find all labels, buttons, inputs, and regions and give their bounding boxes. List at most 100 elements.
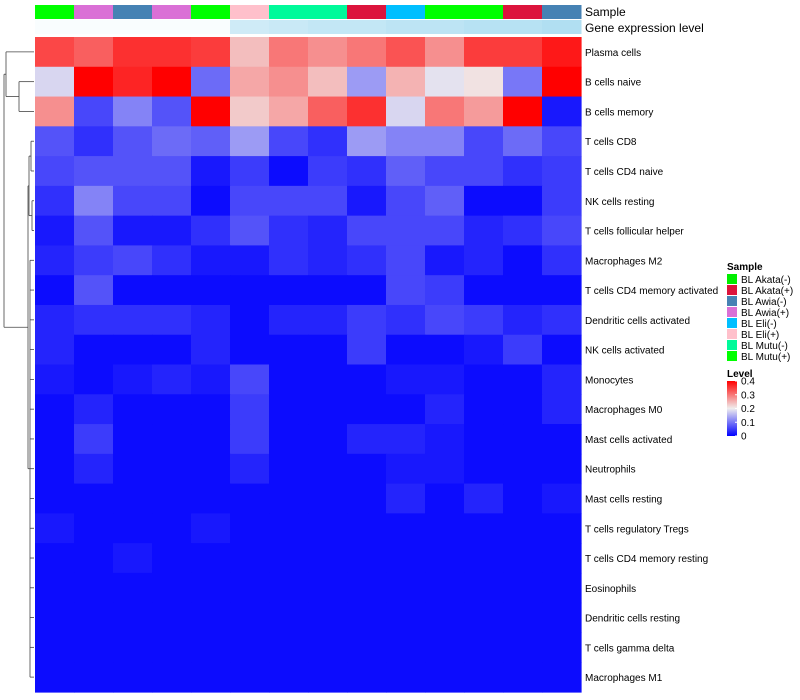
heatmap-cell xyxy=(35,543,75,574)
heatmap-cell xyxy=(230,424,270,455)
heatmap-cell xyxy=(542,632,582,663)
heatmap-cell xyxy=(425,572,465,604)
heatmap-cell xyxy=(152,185,192,217)
heatmap-cell xyxy=(542,543,582,574)
row-label: Dendritic cells activated xyxy=(585,316,690,327)
heatmap-cell xyxy=(386,513,426,544)
heatmap-cell xyxy=(152,245,192,276)
heatmap-cell xyxy=(269,37,309,68)
heatmap-cell xyxy=(191,602,231,634)
heatmap-cell xyxy=(464,572,504,604)
heatmap-cell xyxy=(35,215,75,247)
heatmap-cell xyxy=(308,602,348,634)
heatmap-cell xyxy=(464,364,504,395)
heatmap-cell xyxy=(191,632,231,663)
gene-expression-annotation-cell xyxy=(347,20,387,34)
heatmap-cell xyxy=(425,602,465,634)
heatmap-cell xyxy=(152,275,192,306)
heatmap-cell xyxy=(191,66,231,98)
heatmap-cell xyxy=(35,245,75,276)
heatmap-cell xyxy=(425,483,465,514)
heatmap-cell xyxy=(152,424,192,455)
heatmap-cell xyxy=(113,334,153,366)
heatmap-cell xyxy=(347,215,387,247)
heatmap-cell xyxy=(347,513,387,544)
heatmap-cell xyxy=(308,543,348,574)
heatmap-cell xyxy=(542,37,582,68)
heatmap-cell xyxy=(386,602,426,634)
heatmap-cell xyxy=(347,275,387,306)
heatmap-cell xyxy=(152,453,192,485)
heatmap-cell xyxy=(503,185,543,217)
heatmap-cell xyxy=(425,632,465,663)
heatmap-cell xyxy=(191,215,231,247)
heatmap-cell xyxy=(464,453,504,485)
heatmap-cells xyxy=(35,37,582,693)
heatmap-cell xyxy=(113,245,153,276)
heatmap-cell xyxy=(308,334,348,366)
sample-annotation-cell xyxy=(113,5,153,19)
column-annotations: Sample Gene expression level xyxy=(35,5,704,35)
heatmap-cell xyxy=(347,66,387,98)
heatmap-cell xyxy=(542,304,582,336)
heatmap-cell xyxy=(269,156,309,187)
heatmap-cell xyxy=(542,424,582,455)
heatmap-cell xyxy=(191,394,231,425)
heatmap-cell xyxy=(542,334,582,366)
row-label: Mast cells activated xyxy=(585,435,672,446)
heatmap-cell xyxy=(386,424,426,455)
heatmap-cell xyxy=(542,156,582,187)
heatmap-cell xyxy=(269,185,309,217)
sample-annotation-label: Sample xyxy=(585,5,626,19)
heatmap-cell xyxy=(347,483,387,514)
heatmap-cell xyxy=(347,364,387,395)
gene-expression-annotation-cell xyxy=(542,20,582,34)
heatmap-cell xyxy=(230,543,270,574)
heatmap-cell xyxy=(425,424,465,455)
heatmap-cell xyxy=(386,66,426,98)
heatmap-cell xyxy=(308,632,348,663)
heatmap-cell xyxy=(503,424,543,455)
heatmap-cell xyxy=(386,156,426,187)
heatmap-cell xyxy=(503,394,543,425)
heatmap-cell xyxy=(308,156,348,187)
sample-annotation-cell xyxy=(347,5,387,19)
heatmap-cell xyxy=(191,662,231,693)
heatmap-cell xyxy=(503,543,543,574)
heatmap-cell xyxy=(503,215,543,247)
sample-legend-label: BL Mutu(+) xyxy=(741,352,790,363)
heatmap-cell xyxy=(464,424,504,455)
heatmap-cell xyxy=(347,602,387,634)
heatmap-cell xyxy=(308,96,348,127)
gene-expression-annotation-cell xyxy=(191,20,231,34)
heatmap-cell xyxy=(113,394,153,425)
heatmap-cell xyxy=(347,424,387,455)
heatmap-cell xyxy=(74,304,114,336)
heatmap-cell xyxy=(152,37,192,68)
heatmap-cell xyxy=(347,453,387,485)
heatmap-cell xyxy=(347,37,387,68)
heatmap-cell xyxy=(464,304,504,336)
row-label: T cells CD4 memory activated xyxy=(585,286,718,297)
heatmap-cell xyxy=(191,483,231,514)
heatmap-cell xyxy=(152,543,192,574)
heatmap-cell xyxy=(152,156,192,187)
row-label: Macrophages M1 xyxy=(585,673,663,684)
sample-legend-label: BL Mutu(-) xyxy=(741,341,788,352)
heatmap-cell xyxy=(308,304,348,336)
heatmap-cell xyxy=(191,96,231,127)
heatmap-cell xyxy=(230,364,270,395)
heatmap-cell xyxy=(230,126,270,157)
heatmap-cell xyxy=(74,453,114,485)
heatmap-cell xyxy=(191,572,231,604)
row-label: Mast cells resting xyxy=(585,494,662,505)
heatmap-cell xyxy=(35,185,75,217)
legends: Sample Level BL Akata(-)BL Akata(+)BL Aw… xyxy=(727,262,793,443)
row-label: Macrophages M0 xyxy=(585,405,663,416)
heatmap-cell xyxy=(191,275,231,306)
row-label: T cells regulatory Tregs xyxy=(585,524,689,535)
row-label: NK cells resting xyxy=(585,197,654,208)
heatmap-cell xyxy=(308,483,348,514)
gene-expression-annotation-cell xyxy=(35,20,75,34)
